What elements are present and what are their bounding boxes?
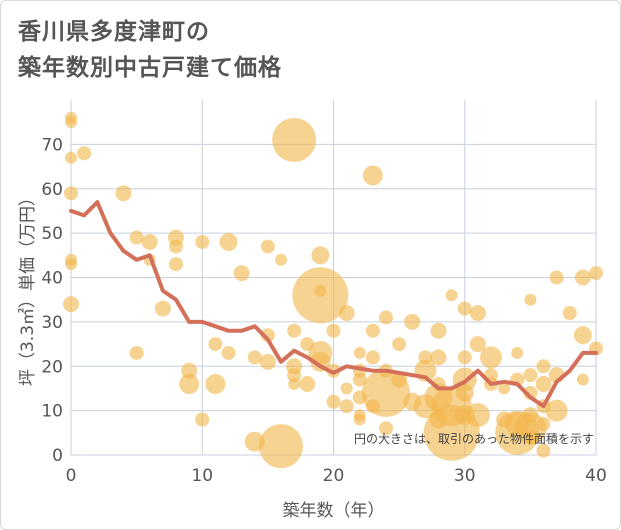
bubble-point (129, 230, 144, 245)
bubble-point (524, 293, 537, 306)
bubble-point (362, 165, 383, 186)
chart-title-line-2: 築年数別中古戸建て価格 (18, 55, 282, 81)
bubble-point (63, 296, 79, 313)
bubble-point (535, 376, 552, 392)
bubble-point (287, 323, 302, 338)
chart-title: 香川県多度津町の 築年数別中古戸建て価格 (18, 14, 282, 86)
bubble-point (523, 430, 538, 445)
bubble-point (457, 301, 472, 316)
bubble-point (352, 372, 367, 387)
bubble-point (275, 253, 287, 266)
bubble-size-note: 円の大きさは、取引のあった物件面積を示す (354, 431, 594, 446)
bubble-point (64, 186, 78, 201)
bubble-point (562, 306, 577, 320)
bubble-point (326, 394, 341, 409)
bubble-point (392, 337, 407, 352)
bubble-point (511, 346, 524, 359)
bubble-point (195, 412, 210, 427)
x-tick-label: 40 (585, 466, 607, 486)
bubble-point (65, 151, 77, 164)
bubble-point (365, 323, 380, 338)
bubble-point (169, 239, 183, 254)
bubble-point (65, 258, 77, 271)
y-tick-label: 0 (52, 446, 63, 466)
bubble-series (63, 111, 603, 469)
bubble-point (589, 266, 603, 281)
bubble-point (299, 376, 316, 392)
x-axis-label: 築年数（年） (283, 501, 385, 521)
bubble-point (340, 382, 353, 395)
bubble-point (457, 350, 472, 365)
bubble-point (65, 116, 77, 129)
bubble-point (219, 233, 238, 251)
bubble-point (430, 349, 447, 366)
y-tick-label: 50 (41, 224, 63, 244)
bubble-point (339, 399, 354, 414)
chart-title-line-1: 香川県多度津町の (18, 19, 210, 45)
bubble-point (465, 403, 490, 428)
bubble-point (536, 359, 551, 374)
y-tick-label: 70 (41, 135, 63, 155)
bubble-point (259, 353, 276, 370)
bubble-point (573, 326, 592, 345)
bubble-point (247, 350, 262, 365)
x-tick-label: 0 (66, 466, 77, 486)
bubble-point (154, 300, 171, 317)
bubble-point (469, 305, 486, 321)
bubble-point (574, 269, 591, 286)
bubble-point (233, 265, 250, 282)
bubble-point (353, 413, 366, 426)
bubble-point (272, 117, 317, 162)
bubble-point (536, 443, 551, 458)
trend-line (69, 200, 598, 409)
bubble-point (141, 234, 158, 250)
bubble-point (404, 313, 421, 330)
bubble-point (549, 270, 564, 285)
bubble-point (288, 378, 301, 390)
bubble-point (287, 368, 302, 383)
bubble-point (379, 310, 393, 325)
bubble-point (576, 373, 589, 386)
bubble-point (181, 362, 198, 379)
x-tick-label: 20 (323, 466, 345, 486)
bubble-point (338, 305, 355, 321)
bubble-point (115, 185, 132, 202)
bubble-point (480, 346, 502, 369)
bubble-point (169, 257, 183, 272)
y-tick-label: 30 (41, 313, 63, 333)
bubble-point (326, 323, 341, 338)
y-tick-label: 20 (41, 357, 63, 377)
y-tick-label: 60 (41, 180, 63, 200)
y-tick-label: 40 (41, 269, 63, 289)
bubble-point (260, 239, 275, 254)
bubble-point (498, 382, 511, 395)
bubble-point (77, 146, 92, 161)
bubble-point (430, 322, 447, 339)
bubble-point (523, 368, 538, 383)
bubble-point (536, 416, 551, 431)
bubble-point (221, 345, 236, 360)
x-tick-label: 30 (454, 466, 476, 486)
axis-ticks: 0 10 20 30 40 0 10 20 30 40 50 60 70 (41, 135, 606, 486)
bubble-point (353, 346, 366, 359)
bubble-point (129, 345, 144, 360)
y-tick-label: 10 (41, 402, 63, 422)
bubble-point (259, 424, 303, 469)
bubble-point (292, 267, 349, 324)
bubble-point (545, 399, 568, 422)
bubble-point (195, 235, 210, 249)
y-axis-label: 坪（3.3㎡）単価（万円） (18, 189, 38, 386)
x-tick-label: 10 (191, 466, 213, 486)
bubble-point (179, 374, 200, 394)
bubble-point (205, 374, 226, 394)
bubble-point (311, 246, 330, 265)
trend-line-series (69, 200, 598, 409)
bubble-point (379, 421, 393, 436)
bubble-point (365, 350, 380, 365)
bubble-point (208, 337, 223, 352)
bubble-point (469, 336, 486, 353)
bubble-point (455, 383, 474, 402)
bubble-point (445, 289, 458, 302)
